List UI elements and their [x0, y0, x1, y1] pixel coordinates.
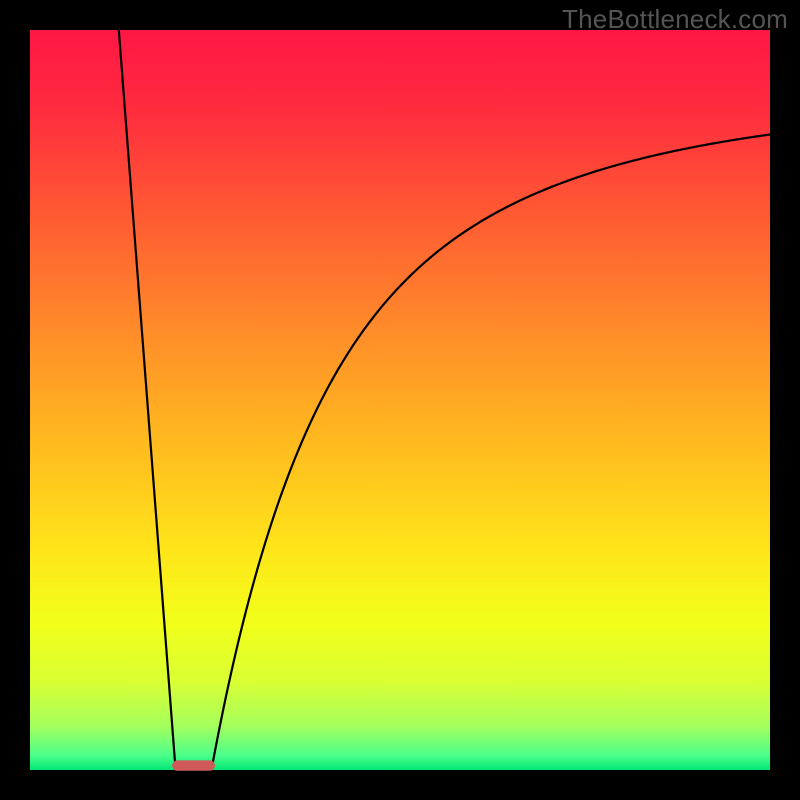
- watermark-text: TheBottleneck.com: [562, 4, 788, 35]
- bottleneck-chart: [0, 0, 800, 800]
- chart-container: TheBottleneck.com: [0, 0, 800, 800]
- chart-background: [30, 30, 770, 770]
- bottleneck-marker: [172, 760, 215, 770]
